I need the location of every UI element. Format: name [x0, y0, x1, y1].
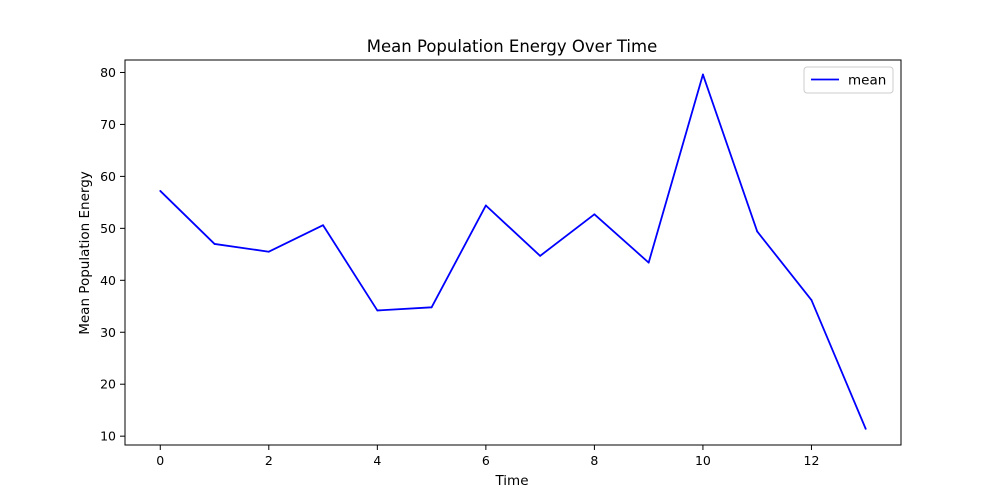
data-point	[484, 204, 487, 207]
data-point	[702, 73, 704, 76]
y-tick-label: 60	[100, 169, 116, 184]
data-point	[756, 230, 759, 233]
data-point	[267, 250, 270, 253]
data-point	[539, 254, 542, 257]
legend-label-mean: mean	[848, 73, 886, 89]
plot-area: 0 2 4 6 8 10 12 10 20 30 40 50 60 70 80	[100, 65, 867, 468]
legend-box	[803, 66, 894, 94]
data-point	[810, 299, 813, 301]
legend: mean	[803, 66, 894, 94]
data-point	[430, 306, 433, 309]
x-tick-label: 0	[156, 453, 164, 468]
data-point	[593, 213, 596, 216]
x-tick-label: 6	[482, 453, 490, 468]
y-tick-label: 40	[100, 273, 116, 288]
y-tick-label: 30	[100, 325, 116, 340]
plot-frame	[124, 59, 902, 446]
data-point	[159, 190, 162, 192]
data-point	[213, 243, 216, 245]
data-point	[647, 261, 650, 264]
x-tick-label: 10	[695, 453, 711, 468]
x-tick-label: 4	[373, 453, 381, 468]
y-tick-label: 20	[100, 377, 116, 392]
y-tick-label: 50	[100, 221, 116, 236]
y-axis-label: Mean Population Energy	[77, 171, 93, 335]
y-tick-label: 80	[100, 65, 116, 80]
series-line-mean	[159, 73, 867, 430]
x-tick-label: 2	[265, 453, 273, 468]
x-tick-label: 12	[804, 453, 820, 468]
chart-title: Mean Population Energy Over Time	[367, 37, 657, 56]
y-tick-label: 70	[100, 117, 116, 132]
data-point	[322, 224, 324, 227]
y-tick-label: 10	[100, 429, 116, 444]
data-point	[864, 427, 867, 430]
x-tick-label: 8	[590, 453, 598, 468]
x-axis-label: Time	[494, 473, 528, 489]
data-point	[376, 309, 379, 312]
